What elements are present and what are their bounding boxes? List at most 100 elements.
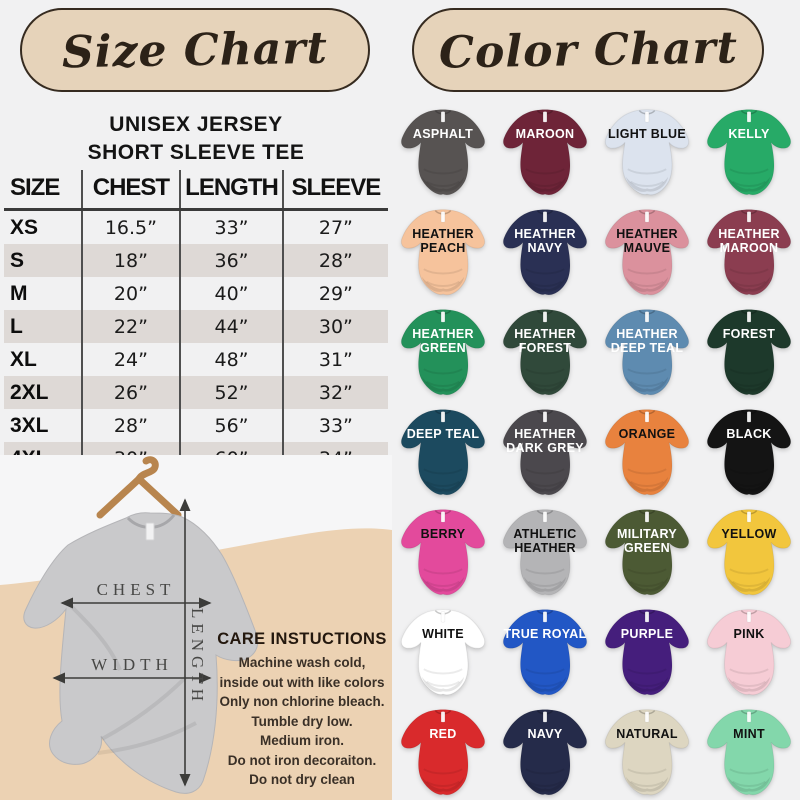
care-line: inside out with like colors	[219, 674, 385, 690]
subtitle-line-2: SHORT SLEEVE TEE	[87, 140, 305, 164]
color-name: HEATHER GREEN	[412, 327, 474, 355]
color-name: BLACK	[726, 427, 772, 441]
tshirt-icon	[706, 408, 792, 496]
color-name: YELLOW	[721, 527, 777, 541]
length-cell: 40”	[179, 277, 283, 310]
width-measure-label: WIDTH	[91, 655, 173, 674]
tshirt-photo	[23, 512, 259, 794]
tshirt-icon	[400, 608, 486, 696]
chest-cell: 24”	[80, 343, 181, 376]
color-swatch: NATURAL	[596, 700, 698, 800]
color-swatch: MINT	[698, 700, 800, 800]
color-swatch: HEATHER FOREST	[494, 300, 596, 400]
color-name: LIGHT BLUE	[608, 127, 686, 141]
sleeve-cell: 27”	[281, 209, 388, 244]
tshirt-icon	[604, 108, 690, 196]
size-table: SIZE CHEST LENGTH SLEEVE XS 16.5” 33” 27…	[4, 170, 388, 475]
col-header-size: SIZE	[4, 170, 82, 211]
size-cell: 3XL	[10, 413, 49, 437]
tshirt-measure-graphic: CHEST WIDTH LENGTH	[0, 456, 392, 800]
color-swatch: NAVY	[494, 700, 596, 800]
col-header-length: LENGTH	[179, 170, 283, 211]
chest-cell: 18”	[80, 244, 181, 277]
color-name: PURPLE	[620, 627, 674, 641]
color-swatch: HEATHER GREEN	[392, 300, 494, 400]
color-swatch: PURPLE	[596, 600, 698, 700]
color-swatch: HEATHER PEACH	[392, 200, 494, 300]
color-name: PINK	[733, 627, 765, 641]
care-line: Tumble dry low.	[251, 713, 353, 729]
tshirt-icon	[400, 508, 486, 596]
length-cell: 52”	[179, 376, 283, 409]
tshirt-icon	[400, 108, 486, 196]
color-name: NAVY	[527, 727, 563, 741]
color-swatch: TRUE ROYAL	[494, 600, 596, 700]
color-swatch: MILITARY GREEN	[596, 500, 698, 600]
chest-cell: 16.5”	[80, 209, 181, 244]
color-name: MINT	[733, 727, 765, 741]
color-chart-grid: ASPHALT MAROON LIGHT BLUE KELLY HEATHER …	[392, 100, 800, 800]
color-swatch: BLACK	[698, 400, 800, 500]
tshirt-icon	[604, 708, 690, 796]
size-cell: 2XL	[10, 380, 49, 404]
size-row: 3XL 28” 56” 33”	[4, 409, 388, 442]
color-name: WHITE	[422, 627, 464, 641]
tshirt-icon	[502, 608, 588, 696]
color-name: MILITARY GREEN	[616, 527, 678, 555]
color-name: BERRY	[420, 527, 466, 541]
size-cell: L	[10, 314, 23, 338]
hanger-graphic	[96, 456, 182, 519]
subtitle-line-1: UNISEX JERSEY	[109, 113, 283, 136]
size-chart-title: Size Chart	[61, 22, 329, 78]
color-name: HEATHER FOREST	[514, 327, 576, 355]
sleeve-cell: 28”	[281, 244, 388, 277]
tshirt-icon	[706, 308, 792, 396]
care-instructions: CARE INSTUCTIONS Machine wash cold, insid…	[212, 630, 392, 790]
product-subtitle: UNISEX JERSEY SHORT SLEEVE TEE	[0, 111, 392, 166]
color-swatch: WHITE	[392, 600, 494, 700]
color-swatch: FOREST	[698, 300, 800, 400]
size-cell: XS	[10, 215, 39, 239]
chest-cell: 28”	[80, 409, 181, 442]
sleeve-cell: 32”	[281, 376, 388, 409]
color-swatch: ATHLETIC HEATHER	[494, 500, 596, 600]
size-row: M 20” 40” 29”	[4, 277, 388, 310]
chest-cell: 20”	[80, 277, 181, 310]
color-swatch: ORANGE	[596, 400, 698, 500]
tshirt-icon	[604, 408, 690, 496]
length-cell: 44”	[179, 310, 283, 343]
color-swatch: LIGHT BLUE	[596, 100, 698, 200]
color-swatch: HEATHER NAVY	[494, 200, 596, 300]
sleeve-cell: 30”	[281, 310, 388, 343]
color-name: DEEP TEAL	[406, 427, 480, 441]
color-name: HEATHER DEEP TEAL	[610, 327, 684, 355]
sleeve-cell: 31”	[281, 343, 388, 376]
length-cell: 48”	[179, 343, 283, 376]
tshirt-icon	[706, 108, 792, 196]
color-name: RED	[429, 727, 457, 741]
tshirt-icon	[400, 408, 486, 496]
sleeve-cell: 33”	[281, 409, 388, 442]
color-chart-title-pill: Color Chart	[412, 8, 764, 92]
chest-measure-label: CHEST	[97, 580, 176, 599]
care-line: Only non chlorine bleach.	[219, 694, 385, 710]
length-measure-label: LENGTH	[188, 608, 207, 706]
size-row: XS 16.5” 33” 27”	[4, 209, 388, 244]
color-swatch: PINK	[698, 600, 800, 700]
color-name: HEATHER NAVY	[514, 227, 576, 255]
color-name: ATHLETIC HEATHER	[513, 527, 577, 555]
color-name: ORANGE	[618, 427, 676, 441]
tshirt-icon	[706, 708, 792, 796]
size-chart-title-pill: Size Chart	[20, 8, 370, 92]
length-cell: 56”	[179, 409, 283, 442]
size-table-header: SIZE CHEST LENGTH SLEEVE	[4, 170, 388, 211]
tshirt-icon	[706, 608, 792, 696]
color-chart-title: Color Chart	[438, 21, 738, 79]
tshirt-icon	[706, 508, 792, 596]
color-name: MAROON	[515, 127, 575, 141]
chest-cell: 26”	[80, 376, 181, 409]
care-line: Medium iron.	[260, 733, 344, 749]
color-name: ASPHALT	[412, 127, 474, 141]
color-name: HEATHER DARK GREY	[506, 427, 584, 455]
